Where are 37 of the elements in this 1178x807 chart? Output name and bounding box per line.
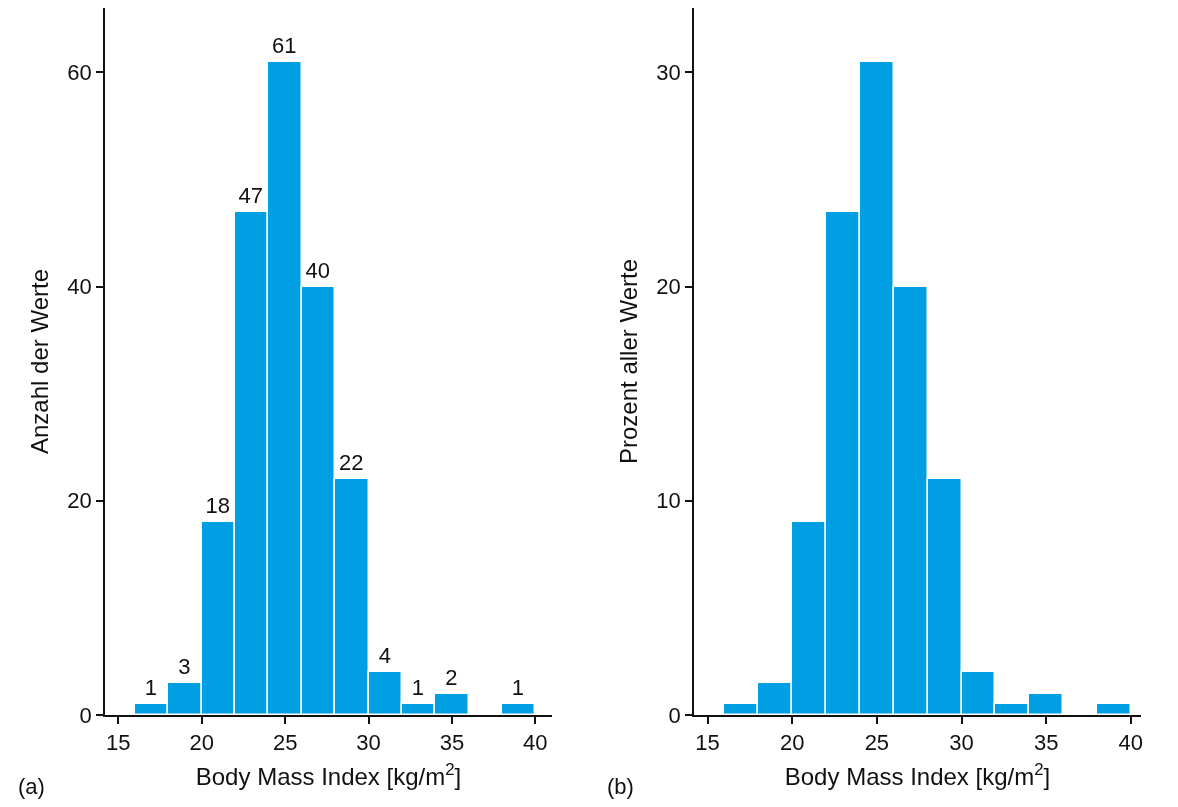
y-tick-label: 10 [656,488,681,514]
y-tick-label: 0 [668,702,681,728]
y-axis-title: Anzahl der Werte [25,269,53,454]
x-axis-title: Body Mass Index [kg/m$^{2}$] [195,759,462,790]
data-label: 1 [511,675,524,701]
y-tick-label: 30 [656,59,681,85]
data-label: 47 [238,183,263,209]
x-tick-label: 15 [695,730,720,756]
text: (b) [607,774,634,799]
y-tick-label: 0 [79,702,92,728]
y-tick-label: 20 [67,488,92,514]
x-tick-label: 40 [1118,730,1144,756]
x-tick-label: 25 [864,730,890,756]
data-label: 18 [205,493,230,519]
data-label: 22 [339,450,364,476]
data-label: 4 [378,643,391,669]
x-tick-label: 15 [106,730,131,756]
y-axis-title: Prozent aller Werte [614,259,642,464]
x-tick-label: 30 [356,730,381,756]
data-label: 2 [445,665,458,691]
y-tick-label: 20 [656,274,681,300]
x-tick-label: 20 [189,730,214,756]
x-tick-label: 35 [439,730,465,756]
x-tick-label: 25 [272,730,298,756]
data-label: 1 [411,675,424,701]
y-tick-label: 40 [67,274,92,300]
x-tick-label: 40 [523,730,548,756]
x-tick-label: 30 [949,730,974,756]
y-tick-label: 60 [67,59,92,85]
x-axis-title: Body Mass Index [kg/m$^{2}$] [784,759,1051,790]
data-label: 61 [272,33,297,59]
x-tick-label: 35 [1033,730,1059,756]
text: (a) [18,774,45,799]
data-label: 40 [305,258,330,284]
x-tick-label: 20 [779,730,805,756]
data-label: 3 [178,654,191,680]
data-label: 1 [144,675,157,701]
